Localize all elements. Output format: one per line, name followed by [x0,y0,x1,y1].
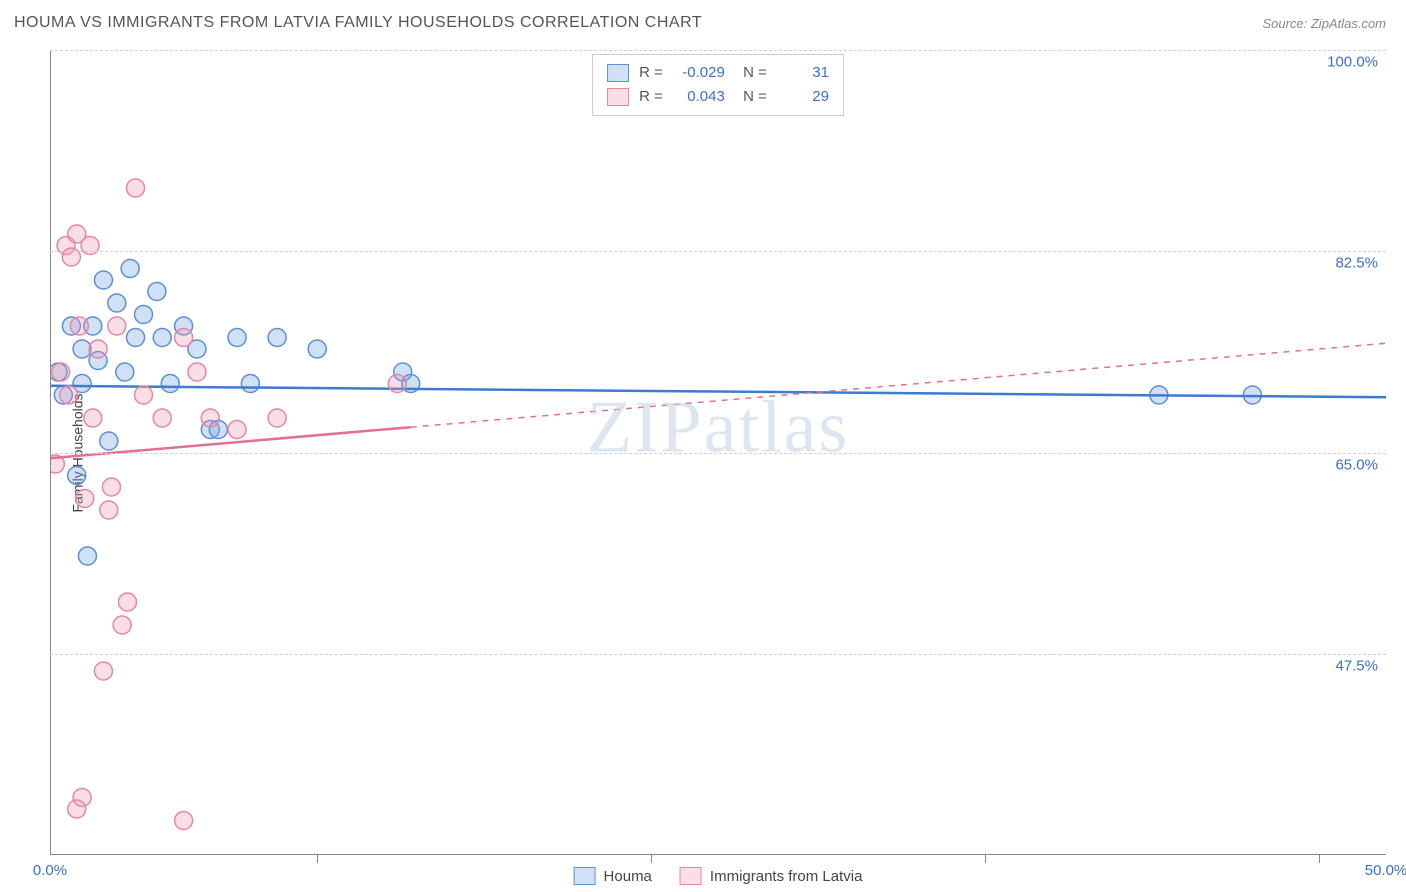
legend-n-label: N = [735,85,767,109]
data-point [84,409,102,427]
data-point [60,386,78,404]
data-point [68,800,86,818]
legend-label: Houma [604,868,652,885]
legend-swatch [607,88,629,106]
y-tick-label: 47.5% [1335,657,1378,674]
x-tick-label: 50.0% [1365,862,1406,879]
data-point [308,340,326,358]
data-point [148,283,166,301]
data-point [108,317,126,335]
series-legend: Houma Immigrants from Latvia [574,867,863,885]
trend-line-extrapolated [411,343,1386,427]
legend-swatch [574,867,596,885]
legend-r-value: -0.029 [673,61,725,85]
data-point [268,329,286,347]
data-point [127,329,145,347]
data-point [68,467,86,485]
x-tick-mark [651,855,652,863]
legend-r-value: 0.043 [673,85,725,109]
gridline [50,654,1386,655]
data-point [121,260,139,278]
legend-row: R = 0.043 N = 29 [607,85,829,109]
legend-item: Immigrants from Latvia [680,867,863,885]
data-point [161,375,179,393]
legend-swatch [607,64,629,82]
data-point [118,593,136,611]
legend-label: Immigrants from Latvia [710,868,863,885]
data-point [70,317,88,335]
data-point [188,363,206,381]
data-point [127,179,145,197]
data-point [100,432,118,450]
data-point [228,421,246,439]
gridline [50,453,1386,454]
chart-area: Family Households R =-0.029 N =31R =0.04… [50,50,1386,855]
data-point [388,375,406,393]
data-point [52,363,70,381]
legend-n-label: N = [735,61,767,85]
chart-title: HOUMA VS IMMIGRANTS FROM LATVIA FAMILY H… [14,14,702,32]
gridline [50,50,1386,51]
x-axis-line [50,854,1386,855]
y-tick-label: 65.0% [1335,456,1378,473]
data-point [94,662,112,680]
y-tick-label: 82.5% [1335,255,1378,272]
data-point [113,616,131,634]
data-point [100,501,118,519]
data-point [135,386,153,404]
correlation-legend: R = -0.029 N = 31 R = 0.043 N = 29 [592,54,844,116]
legend-swatch [680,867,702,885]
legend-n-value: 31 [777,61,829,85]
data-point [89,340,107,358]
data-point [175,329,193,347]
data-point [241,375,259,393]
data-point [135,306,153,324]
data-point [228,329,246,347]
data-point [201,409,219,427]
x-tick-mark [985,855,986,863]
legend-item: Houma [574,867,652,885]
y-tick-label: 100.0% [1327,54,1378,71]
gridline [50,251,1386,252]
legend-row: R = -0.029 N = 31 [607,61,829,85]
data-point [268,409,286,427]
data-point [153,329,171,347]
x-tick-label: 0.0% [33,862,67,879]
legend-n-value: 29 [777,85,829,109]
data-point [116,363,134,381]
source-attribution: Source: ZipAtlas.com [1262,16,1386,31]
data-point [78,547,96,565]
legend-r-label: R = [639,85,663,109]
x-tick-mark [1319,855,1320,863]
data-point [102,478,120,496]
legend-r-label: R = [639,61,663,85]
data-point [94,271,112,289]
data-point [175,812,193,830]
data-point [108,294,126,312]
data-point [153,409,171,427]
x-tick-mark [317,855,318,863]
data-point [76,490,94,508]
